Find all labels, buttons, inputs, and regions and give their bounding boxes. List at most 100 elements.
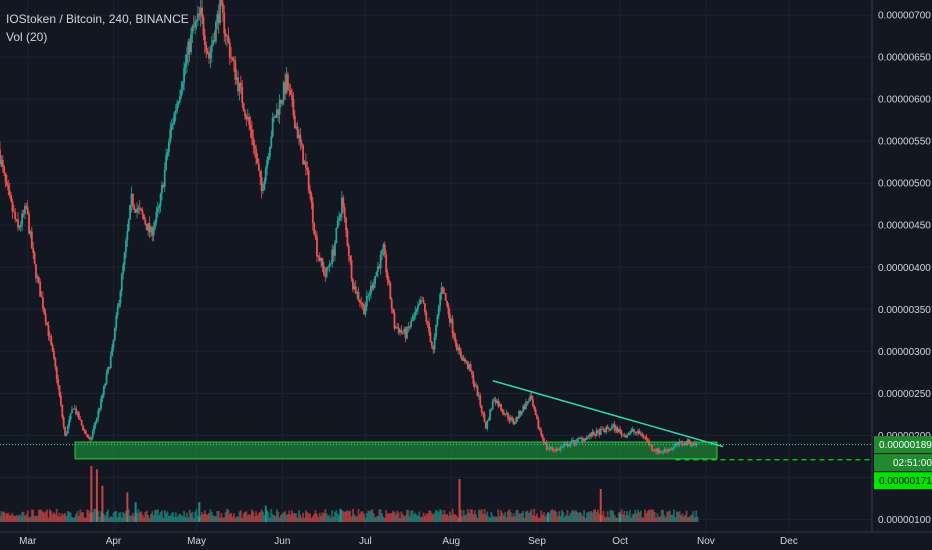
- candle-body: [0, 149, 1, 165]
- volume-bar: [368, 511, 371, 522]
- volume-bar: [145, 510, 148, 522]
- volume-bar: [21, 512, 24, 522]
- volume-bar: [227, 509, 230, 522]
- candle-body: [167, 141, 170, 153]
- candle-body: [46, 322, 48, 326]
- volume-bar: [313, 513, 316, 522]
- volume-bar: [277, 511, 280, 522]
- volume-bar: [417, 515, 419, 522]
- candle-body: [213, 40, 216, 42]
- volume-bar: [566, 510, 569, 522]
- candle-body: [300, 142, 303, 146]
- volume-bar: [587, 512, 590, 522]
- chart-legend[interactable]: IOStoken / Bitcoin, 240, BINANCE Vol (20…: [6, 10, 189, 46]
- volume-bar: [624, 515, 627, 522]
- volume-bar: [208, 513, 210, 522]
- candle-body: [262, 189, 264, 191]
- volume-bar: [430, 513, 433, 522]
- candle-body: [318, 256, 321, 262]
- volume-bar: [645, 513, 648, 522]
- volume-bar: [426, 513, 429, 522]
- volume-bar: [77, 515, 80, 522]
- volume-bar: [381, 513, 383, 522]
- volume-bar: [634, 509, 637, 522]
- candle-body: [592, 431, 595, 435]
- candle-body: [108, 367, 111, 369]
- candle-body: [448, 314, 451, 323]
- candle-body: [30, 231, 33, 249]
- candle-body: [412, 316, 415, 320]
- candle-body: [651, 444, 653, 450]
- volume-spike: [198, 502, 201, 522]
- candle-body: [131, 193, 134, 207]
- volume-bar: [653, 511, 656, 522]
- volume-bar: [223, 517, 226, 522]
- volume-bar: [155, 510, 158, 522]
- volume-bar: [170, 512, 173, 522]
- volume-spike: [547, 512, 550, 522]
- candle-body: [349, 256, 352, 261]
- candle-body: [28, 214, 30, 234]
- candle-body: [154, 221, 156, 229]
- candle-body: [303, 161, 306, 165]
- volume-bar: [609, 509, 612, 522]
- candle-body: [662, 452, 664, 453]
- candle-body: [653, 450, 656, 452]
- volume-bar: [543, 512, 545, 522]
- candle-body: [255, 148, 257, 159]
- volume-bar: [601, 514, 603, 522]
- time-tick-label: Oct: [612, 536, 628, 547]
- volume-bar: [621, 514, 624, 522]
- volume-bar: [127, 509, 130, 522]
- volume-bar: [403, 516, 406, 522]
- candle-body: [336, 220, 339, 228]
- candles: [0, 0, 699, 456]
- volume-bar: [424, 515, 426, 522]
- volume-bar: [149, 514, 152, 522]
- volume-bar: [641, 517, 644, 522]
- candle-body: [87, 436, 90, 438]
- candle-body: [410, 320, 412, 327]
- candle-body: [274, 116, 277, 118]
- volume-bar: [246, 515, 249, 522]
- candle-body: [628, 432, 631, 435]
- candle-body: [490, 409, 493, 411]
- candle-body: [223, 12, 226, 34]
- candle-body: [176, 103, 179, 111]
- candle-body: [540, 430, 543, 435]
- volume-bar: [684, 514, 687, 522]
- volume-bar: [180, 515, 183, 522]
- symbol-title[interactable]: IOStoken / Bitcoin, 240, BINANCE: [6, 12, 189, 26]
- candle-body: [530, 396, 533, 400]
- time-axis[interactable]: Mar Apr May Jun Jul Aug Sep Oct Nov Dec: [19, 536, 798, 547]
- candle-body: [471, 371, 473, 375]
- volume-bar: [527, 513, 530, 522]
- volume-bar: [65, 515, 68, 522]
- volume-bar: [471, 509, 473, 522]
- candle-body: [551, 446, 554, 450]
- candle-body: [446, 300, 448, 306]
- candle-body: [43, 308, 46, 314]
- volume-bar: [169, 515, 172, 522]
- volume-bar: [237, 516, 239, 522]
- volume-indicator-label[interactable]: Vol (20): [6, 30, 48, 44]
- volume-bar: [86, 509, 89, 522]
- volume-bar: [617, 512, 620, 522]
- candle-body: [65, 433, 68, 436]
- volume-bar: [55, 508, 58, 522]
- candle-body: [36, 277, 39, 279]
- volume-spike: [90, 465, 93, 522]
- candle-body: [626, 434, 628, 438]
- volume-bar: [162, 517, 165, 522]
- volume-bar: [46, 509, 48, 522]
- volume-bar: [394, 514, 397, 522]
- volume-bar: [122, 511, 125, 522]
- volume-bar: [161, 510, 163, 522]
- volume-bar: [239, 510, 242, 522]
- candle-body: [241, 86, 244, 104]
- candle-body: [404, 328, 407, 339]
- volume-bar: [581, 515, 584, 522]
- candle-body: [8, 190, 11, 196]
